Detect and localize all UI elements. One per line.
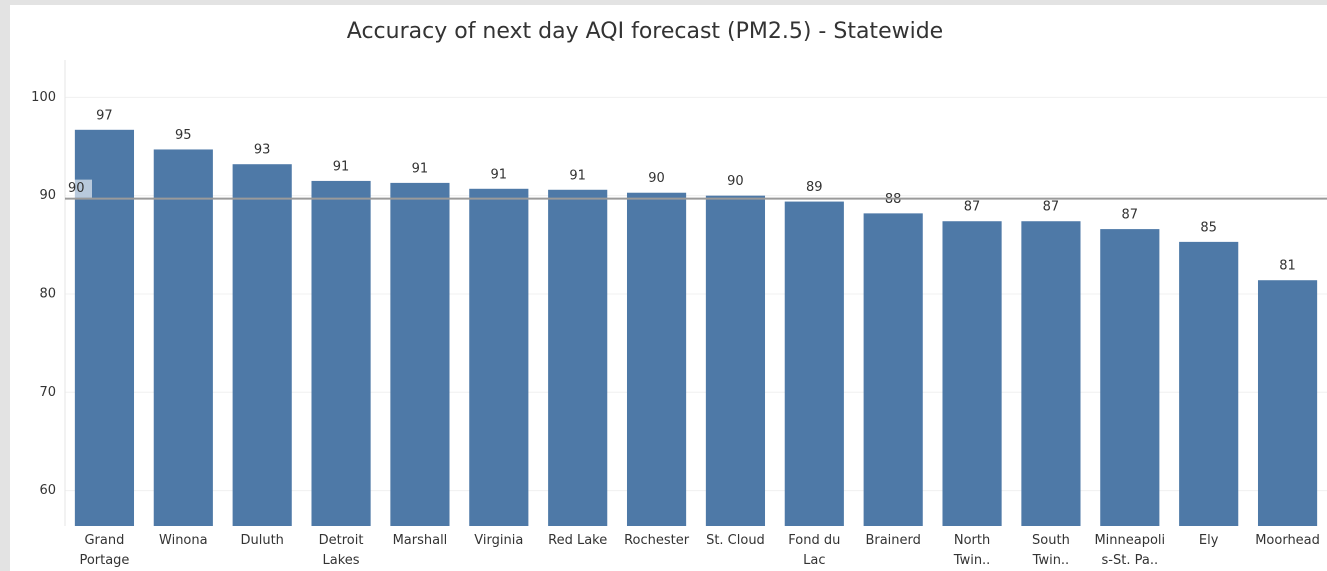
value-label: 90 bbox=[648, 171, 665, 186]
x-tick-label: Moorhead bbox=[1255, 533, 1320, 548]
bar bbox=[1257, 280, 1318, 526]
x-tick-label: Ely bbox=[1198, 533, 1219, 548]
x-tick-label: Duluth bbox=[240, 533, 284, 548]
value-label: 87 bbox=[1122, 208, 1139, 223]
x-tick-label: Red Lake bbox=[548, 533, 608, 548]
bar bbox=[1179, 241, 1239, 527]
bar bbox=[942, 221, 1002, 527]
chart-title: Accuracy of next day AQI forecast (PM2.5… bbox=[347, 19, 943, 44]
x-tick-label: Detroit Lakes bbox=[318, 533, 364, 568]
y-tick-label: 70 bbox=[39, 385, 56, 400]
y-tick-label: 100 bbox=[31, 90, 56, 105]
bar bbox=[784, 201, 844, 526]
x-tick-label: Winona bbox=[159, 533, 208, 548]
x-tick-label: Minneapolis-St. Pa.. bbox=[1094, 533, 1166, 568]
value-label: 91 bbox=[333, 159, 350, 174]
value-label: 87 bbox=[964, 200, 981, 215]
bar bbox=[1021, 221, 1081, 527]
value-label: 93 bbox=[254, 143, 271, 158]
value-label: 89 bbox=[806, 180, 823, 195]
x-tick-label: Rochester bbox=[624, 533, 690, 548]
x-tick-label: Virginia bbox=[474, 533, 524, 548]
bar bbox=[311, 180, 371, 526]
reference-label: 90 bbox=[68, 181, 85, 196]
value-label: 87 bbox=[1043, 200, 1060, 215]
value-label: 85 bbox=[1200, 220, 1217, 235]
reference-label-box bbox=[66, 179, 92, 198]
bar bbox=[153, 149, 213, 526]
bar bbox=[548, 189, 608, 526]
value-label: 91 bbox=[569, 168, 586, 183]
y-tick-label: 60 bbox=[39, 483, 56, 498]
y-tick-label: 80 bbox=[39, 286, 56, 301]
x-tick-label: South Twin.. bbox=[1032, 533, 1070, 568]
x-tick-label: Fond du Lac bbox=[788, 533, 841, 568]
value-label: 91 bbox=[491, 167, 508, 182]
value-label: 95 bbox=[175, 128, 192, 143]
x-tick-label: North Twin.. bbox=[953, 533, 991, 568]
bar bbox=[705, 195, 766, 526]
x-tick-label: St. Cloud bbox=[706, 533, 765, 548]
x-tick-label: Brainerd bbox=[865, 533, 921, 548]
value-label: 81 bbox=[1279, 259, 1296, 274]
bar bbox=[390, 182, 450, 526]
bar bbox=[1100, 229, 1160, 526]
x-tick-label: Marshall bbox=[392, 533, 448, 548]
bar bbox=[863, 213, 923, 526]
value-label: 90 bbox=[727, 174, 744, 189]
x-tick-label: Grand Portage bbox=[79, 533, 130, 568]
bar bbox=[626, 192, 687, 527]
bar bbox=[232, 164, 292, 526]
bar bbox=[469, 188, 529, 526]
value-label: 97 bbox=[96, 108, 113, 123]
y-tick-label: 90 bbox=[39, 188, 56, 203]
value-label: 91 bbox=[412, 161, 429, 176]
